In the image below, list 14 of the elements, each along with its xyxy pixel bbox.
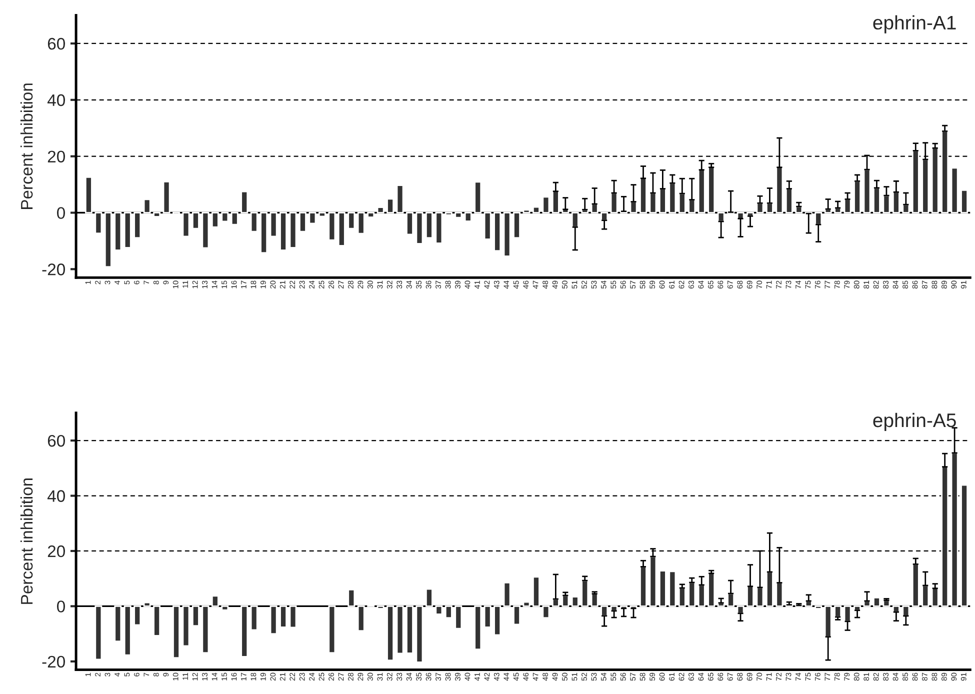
y-tick-label: -20 — [42, 264, 65, 276]
y-tick-label: -20 — [42, 656, 65, 668]
y-tick-label: 40 — [47, 94, 65, 106]
y-tick-label: 20 — [48, 150, 65, 163]
chart-title: ephrin-A5 — [873, 412, 956, 432]
y-tick-label: 60 — [48, 38, 65, 50]
y-tick-label: 40 — [47, 490, 65, 502]
y-tick-label: 20 — [48, 545, 65, 558]
y-tick-label: 0 — [57, 207, 65, 219]
y-tick-label: 0 — [57, 600, 65, 612]
y-tick-label: 60 — [48, 434, 65, 447]
y-axis-title: Percent inhibition — [20, 478, 33, 604]
chart-title: ephrin-A1 — [873, 15, 956, 34]
y-axis-title: Percent inhibition — [20, 84, 33, 209]
